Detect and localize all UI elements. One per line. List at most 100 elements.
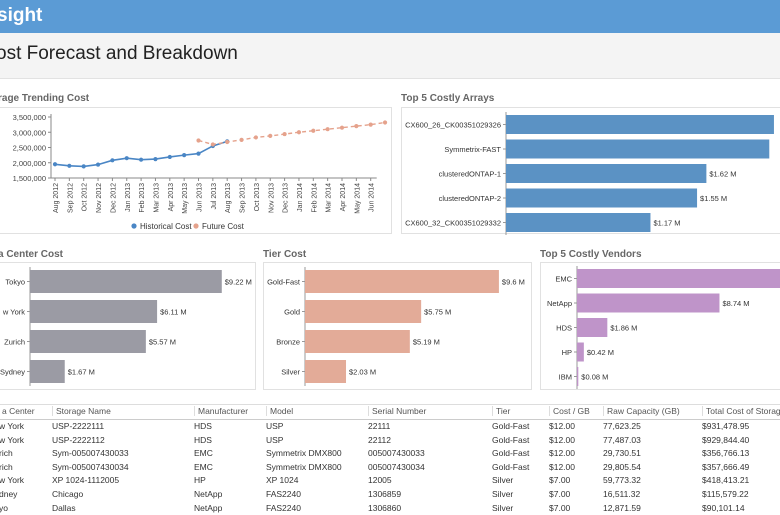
value-label: $0.08 M (581, 373, 608, 382)
table-row: dney Chicago NetApp FAS2240 1306859 Silver $7.… (0, 488, 780, 502)
table-cell: Silver (492, 488, 514, 499)
table-cell: w York (0, 421, 25, 431)
table-cell: NetApp (194, 502, 223, 513)
arrays-panel: CX600_26_CK00351029326 Symmetrix-FAST clus… (401, 107, 780, 235)
table-cell: $12.00 (549, 461, 575, 472)
table-cell: $7.00 (549, 502, 571, 513)
historical-cost-line (54, 140, 228, 168)
x-tick-label: May 2014 (354, 183, 361, 214)
table-cell: 12,871.59 (603, 502, 641, 513)
vendors-title: Top 5 Costly Vendors (540, 249, 642, 260)
app-header: sight (0, 0, 780, 33)
table-cell: Silver (492, 475, 514, 486)
column-header[interactable]: Storage Name (52, 406, 111, 416)
arrays-chart: CX600_26_CK00351029326 Symmetrix-FAST clus… (405, 112, 774, 235)
x-tick-label: Apr 2013 (168, 183, 175, 212)
table-cell: Gold-Fast (492, 421, 530, 431)
x-tick-label: Mar 2014 (326, 183, 333, 213)
bar (577, 367, 579, 386)
legend-historical-label: Historical Cost (140, 222, 192, 231)
future-point (296, 130, 302, 135)
historical-point (139, 157, 144, 162)
table-cell: Gold-Fast (492, 448, 530, 459)
table-cell: XP 1024 (266, 475, 299, 486)
category-label: Gold (284, 308, 300, 317)
table-cell: $12.00 (549, 448, 575, 459)
bar (577, 269, 780, 288)
bar (506, 115, 774, 134)
historical-point (124, 156, 129, 161)
x-tick-label: Jan 2014 (297, 183, 304, 212)
table-cell: USP (266, 434, 284, 445)
table-cell: HDS (194, 421, 212, 431)
table-cell: $356,766.13 (702, 448, 750, 459)
bar (305, 300, 422, 323)
category-label: Silver (281, 368, 300, 377)
legend-future-swatch (193, 223, 199, 229)
column-header[interactable]: Manufacturer (194, 406, 248, 416)
future-point (311, 128, 316, 133)
future-point (268, 133, 273, 139)
category-label: Tokyo (5, 278, 25, 287)
column-header[interactable]: Raw Capacity (GB) (603, 406, 680, 416)
value-label: $1.67 M (68, 368, 95, 377)
x-tick-label: Aug 2012 (53, 183, 60, 213)
column-header[interactable]: Cost / GB (549, 406, 590, 416)
table-cell: 77,487.03 (603, 434, 641, 445)
table-cell: Gold-Fast (492, 461, 530, 472)
x-tick-label: Jan 2013 (125, 183, 132, 212)
table-cell: 22112 (368, 434, 392, 445)
table-row: rich Sym-005007430034 EMC Symmetrix DMX800 0… (0, 461, 780, 475)
table-cell: 29,805.54 (603, 461, 641, 472)
column-header[interactable]: Serial Number (368, 406, 426, 416)
table-cell: HP (194, 475, 206, 486)
value-label: $2.03 M (349, 368, 376, 377)
column-header[interactable]: Tier (492, 406, 510, 416)
category-label: HDS (556, 324, 572, 333)
storage-table: a Center Storage Name Manufacturer Model Ser… (0, 404, 780, 515)
value-label: $1.62 M (709, 170, 736, 179)
table-row: w York XP 1024-1112005 HP XP 1024 12005 Silve… (0, 474, 780, 488)
y-tick-label: 1,500,000 (13, 174, 46, 183)
historical-point (67, 163, 72, 168)
legend-historical-swatch (131, 223, 137, 229)
trend-title: rage Trending Cost (0, 93, 90, 104)
future-point (210, 142, 215, 147)
table-cell: 005007430033 (368, 448, 425, 459)
historical-point (110, 158, 115, 163)
column-header[interactable]: Model (266, 406, 293, 416)
table-cell: Symmetrix DMX800 (266, 448, 342, 459)
table-row: yo Dallas NetApp FAS2240 1306860 Silver $7.00 1… (0, 502, 780, 515)
future-point (282, 131, 287, 137)
table-cell: $12.00 (549, 434, 575, 445)
datacenter-panel: Tokyo $9.22 M w York $6.11 M Zurich $5.57 M Sy… (0, 262, 256, 390)
column-header[interactable]: a Center (2, 406, 35, 416)
tier-panel: Gold-Fast $9.6 M Gold $5.75 M Bronze $5.19 M S… (263, 262, 532, 390)
tier-chart: Gold-Fast $9.6 M Gold $5.75 M Bronze $5.19 M S… (267, 267, 525, 386)
table-cell: 16,511.32 (603, 488, 641, 499)
table-cell: $418,413.21 (702, 475, 750, 486)
tier-title: Tier Cost (263, 249, 307, 260)
table-cell: $931,478.95 (702, 421, 750, 431)
y-tick-label: 2,500,000 (13, 144, 46, 153)
category-label: Zurich (4, 338, 25, 347)
value-label: $5.19 M (413, 338, 440, 347)
category-label: clusteredONTAP-2 (439, 194, 501, 203)
x-tick-label: Dec 2013 (283, 183, 290, 213)
future-cost-line (198, 121, 386, 146)
y-tick-label: 3,500,000 (13, 113, 46, 122)
table-cell: 59,773.32 (603, 475, 641, 486)
future-point (196, 138, 201, 143)
historical-point (196, 151, 201, 156)
table-cell: USP-2222111 (52, 421, 105, 431)
arrays-title: Top 5 Costly Arrays (401, 93, 495, 104)
table-cell: Chicago (52, 488, 84, 499)
x-tick-label: Dec 2012 (110, 183, 117, 213)
bar (30, 300, 158, 323)
bar (506, 139, 770, 159)
trend-panel: 3,500,000 3,000,000 2,500,000 2,000,000 1,50… (0, 107, 392, 234)
bar (506, 213, 651, 232)
value-label: $9.6 M (502, 278, 525, 287)
table-cell: $115,579.22 (702, 488, 749, 499)
column-header[interactable]: Total Cost of Storage (702, 406, 780, 416)
